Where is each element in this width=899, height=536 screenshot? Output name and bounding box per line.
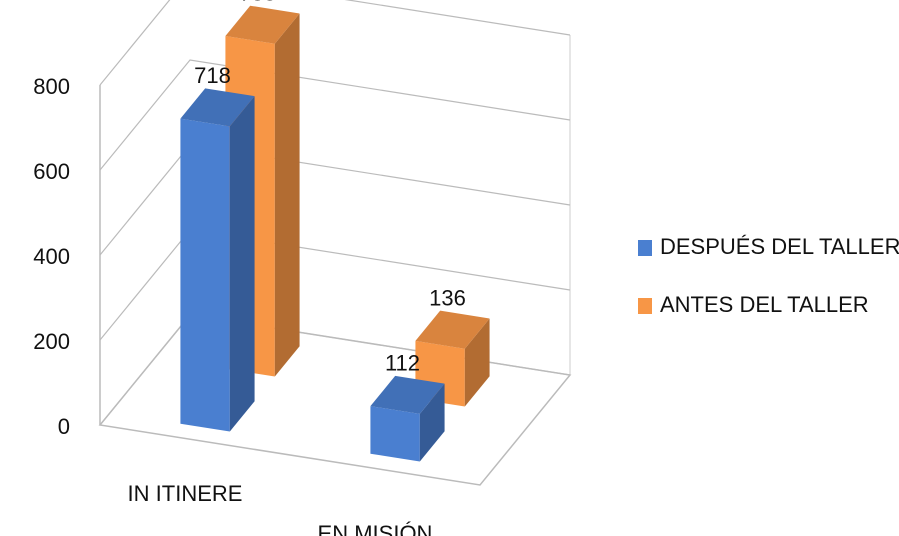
y-tick-label: 0 xyxy=(58,414,70,439)
y-tick-label: 800 xyxy=(33,74,70,99)
y-tick-label: 600 xyxy=(33,159,70,184)
bar-top xyxy=(370,375,445,414)
legend-swatch xyxy=(638,240,652,256)
grid-line xyxy=(99,0,571,86)
data-label: 718 xyxy=(194,63,231,88)
grid-line xyxy=(99,59,571,171)
y-tick-label: 200 xyxy=(33,329,70,354)
bar-front xyxy=(370,406,420,462)
x-tick-label: EN MISIÓN xyxy=(318,521,433,536)
bar-side xyxy=(274,13,300,377)
data-label: 783 xyxy=(239,0,276,6)
bar-top xyxy=(180,88,255,127)
grid-line xyxy=(99,314,571,426)
legend-label: ANTES DEL TALLER xyxy=(660,292,869,317)
bar-top xyxy=(225,5,300,44)
bar-front xyxy=(180,118,230,432)
legend-label: DESPUÉS DEL TALLER xyxy=(660,234,899,259)
bar-side xyxy=(464,318,490,407)
bar-top xyxy=(415,310,490,349)
y-tick-label: 400 xyxy=(33,244,70,269)
grid-line xyxy=(99,229,571,341)
bar-side xyxy=(419,383,445,462)
legend-swatch xyxy=(638,298,652,314)
x-tick-label: IN ITINERE xyxy=(128,481,243,506)
grid-line xyxy=(99,144,571,256)
data-label: 136 xyxy=(429,286,466,311)
bar-side xyxy=(229,96,255,432)
floor xyxy=(98,314,572,486)
data-label: 112 xyxy=(385,351,420,376)
